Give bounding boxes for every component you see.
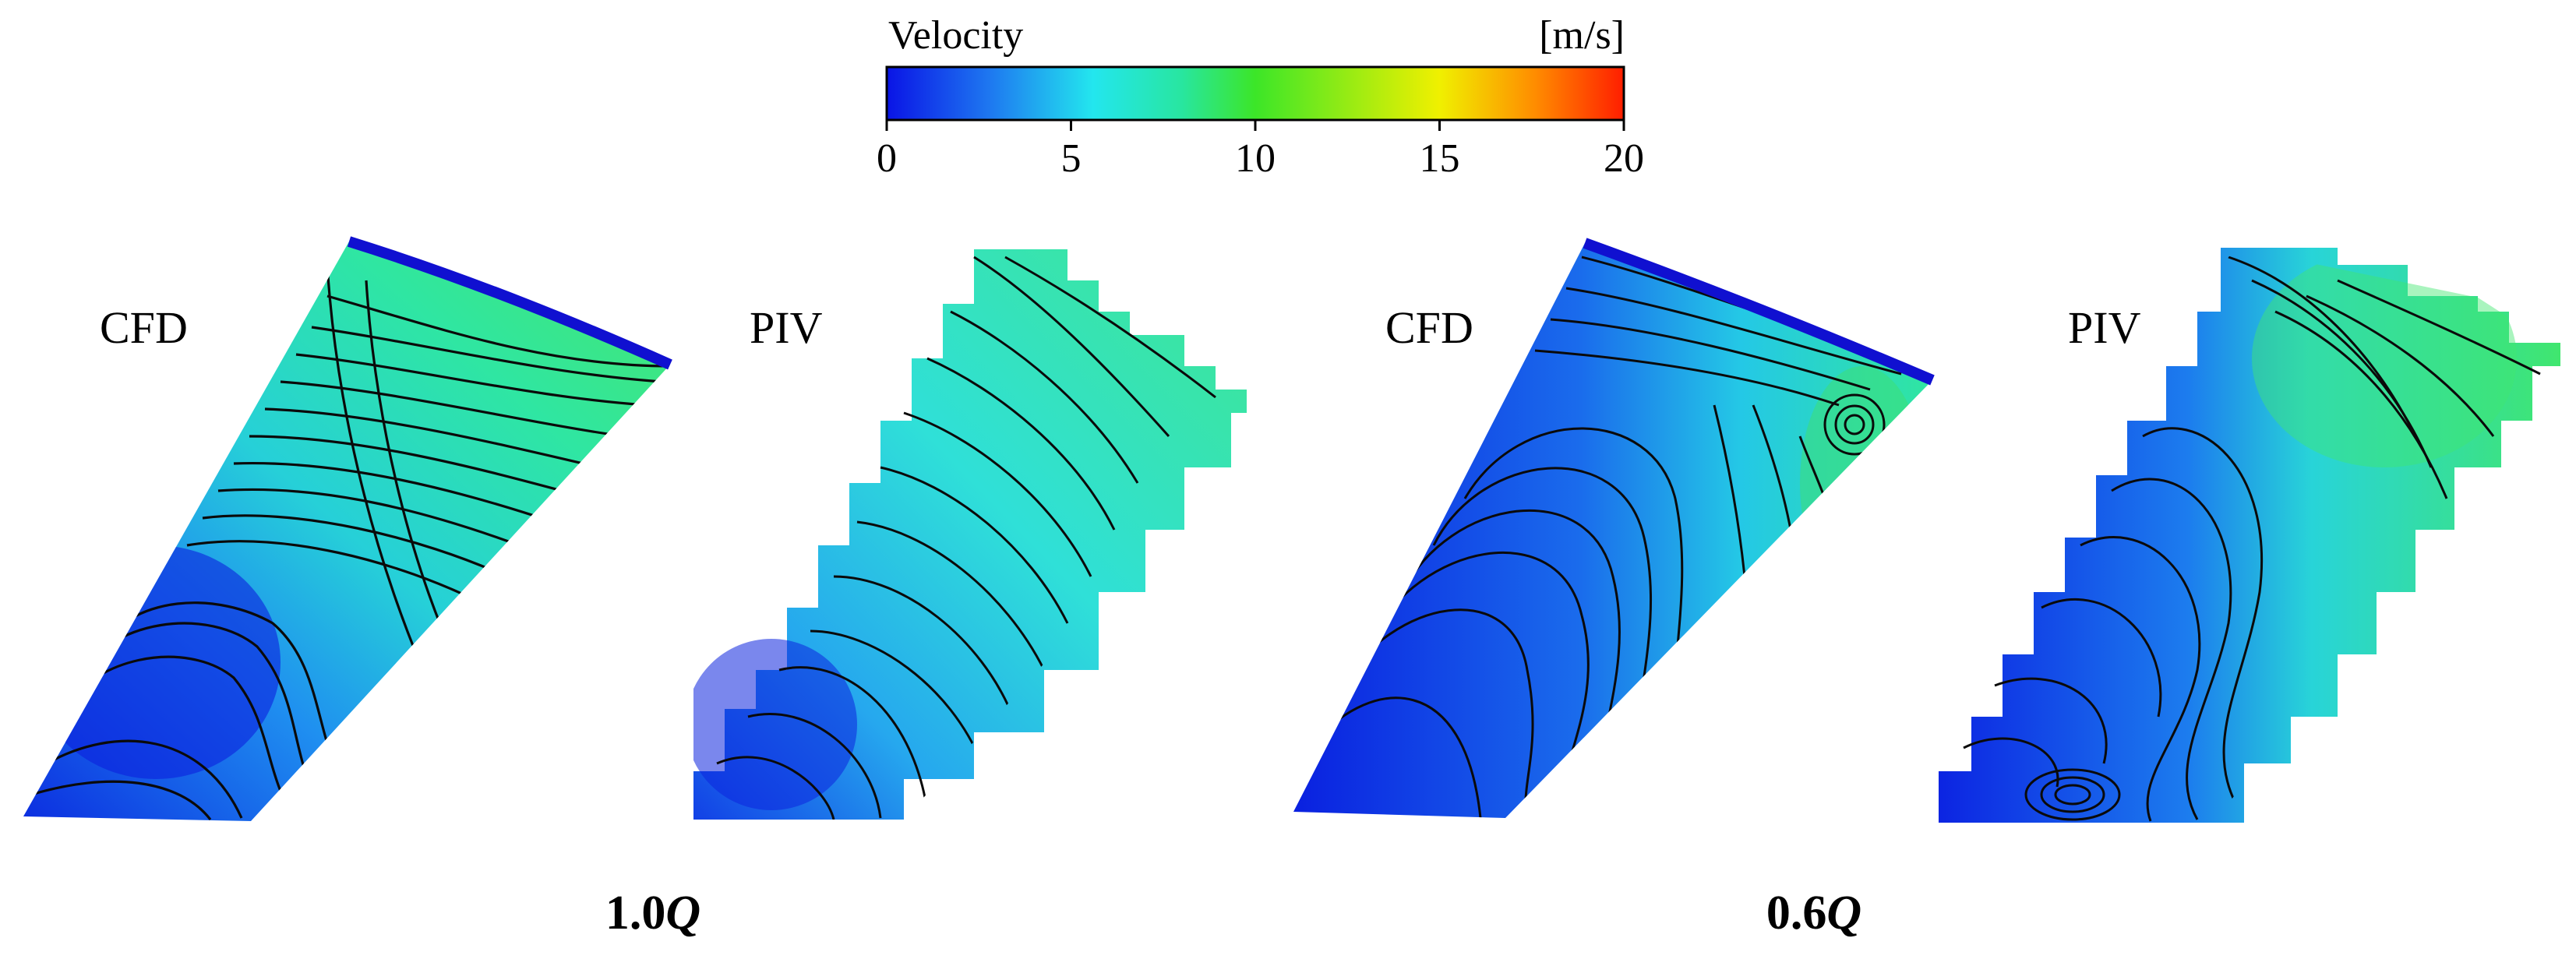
colorbar-unit: [m/s] <box>1539 13 1625 58</box>
colorbar-title: Velocity <box>888 13 1023 58</box>
panel-piv-0-6q: PIV <box>1939 248 2560 823</box>
colorbar-gradient <box>885 65 1625 122</box>
condition-label-1-0q: 1.0Q <box>605 887 700 940</box>
high-velocity-region <box>2252 249 2517 467</box>
streamlines <box>1963 256 2541 822</box>
streamlines <box>716 256 1216 820</box>
colorbar-tick-label: 5 <box>1061 136 1082 181</box>
panel-cfd-1-0q: CFD <box>23 236 672 821</box>
panel-piv-1-0q: PIV <box>693 249 1247 820</box>
colorbar-ticks: 0 5 10 15 20 <box>877 120 1644 181</box>
low-velocity-region <box>693 639 857 810</box>
panel-label: PIV <box>2068 302 2141 353</box>
condition-label-0-6q: 0.6Q <box>1766 887 1861 940</box>
colorbar-tick-label: 10 <box>1235 136 1276 181</box>
colorbar: Velocity [m/s] 0 5 10 15 20 <box>877 13 1644 181</box>
shroud-wall <box>347 236 672 370</box>
colorbar-tick-label: 15 <box>1420 136 1460 181</box>
panel-cfd-0-6q: CFD <box>1293 238 1935 818</box>
colorbar-tick-label: 20 <box>1604 136 1644 181</box>
piv-flow-field <box>1939 248 2560 823</box>
colorbar-tick-label: 0 <box>877 136 897 181</box>
shroud-wall <box>1583 238 1935 386</box>
panel-label: CFD <box>1385 302 1473 353</box>
panel-label: PIV <box>750 302 823 353</box>
panel-label: CFD <box>100 302 188 353</box>
